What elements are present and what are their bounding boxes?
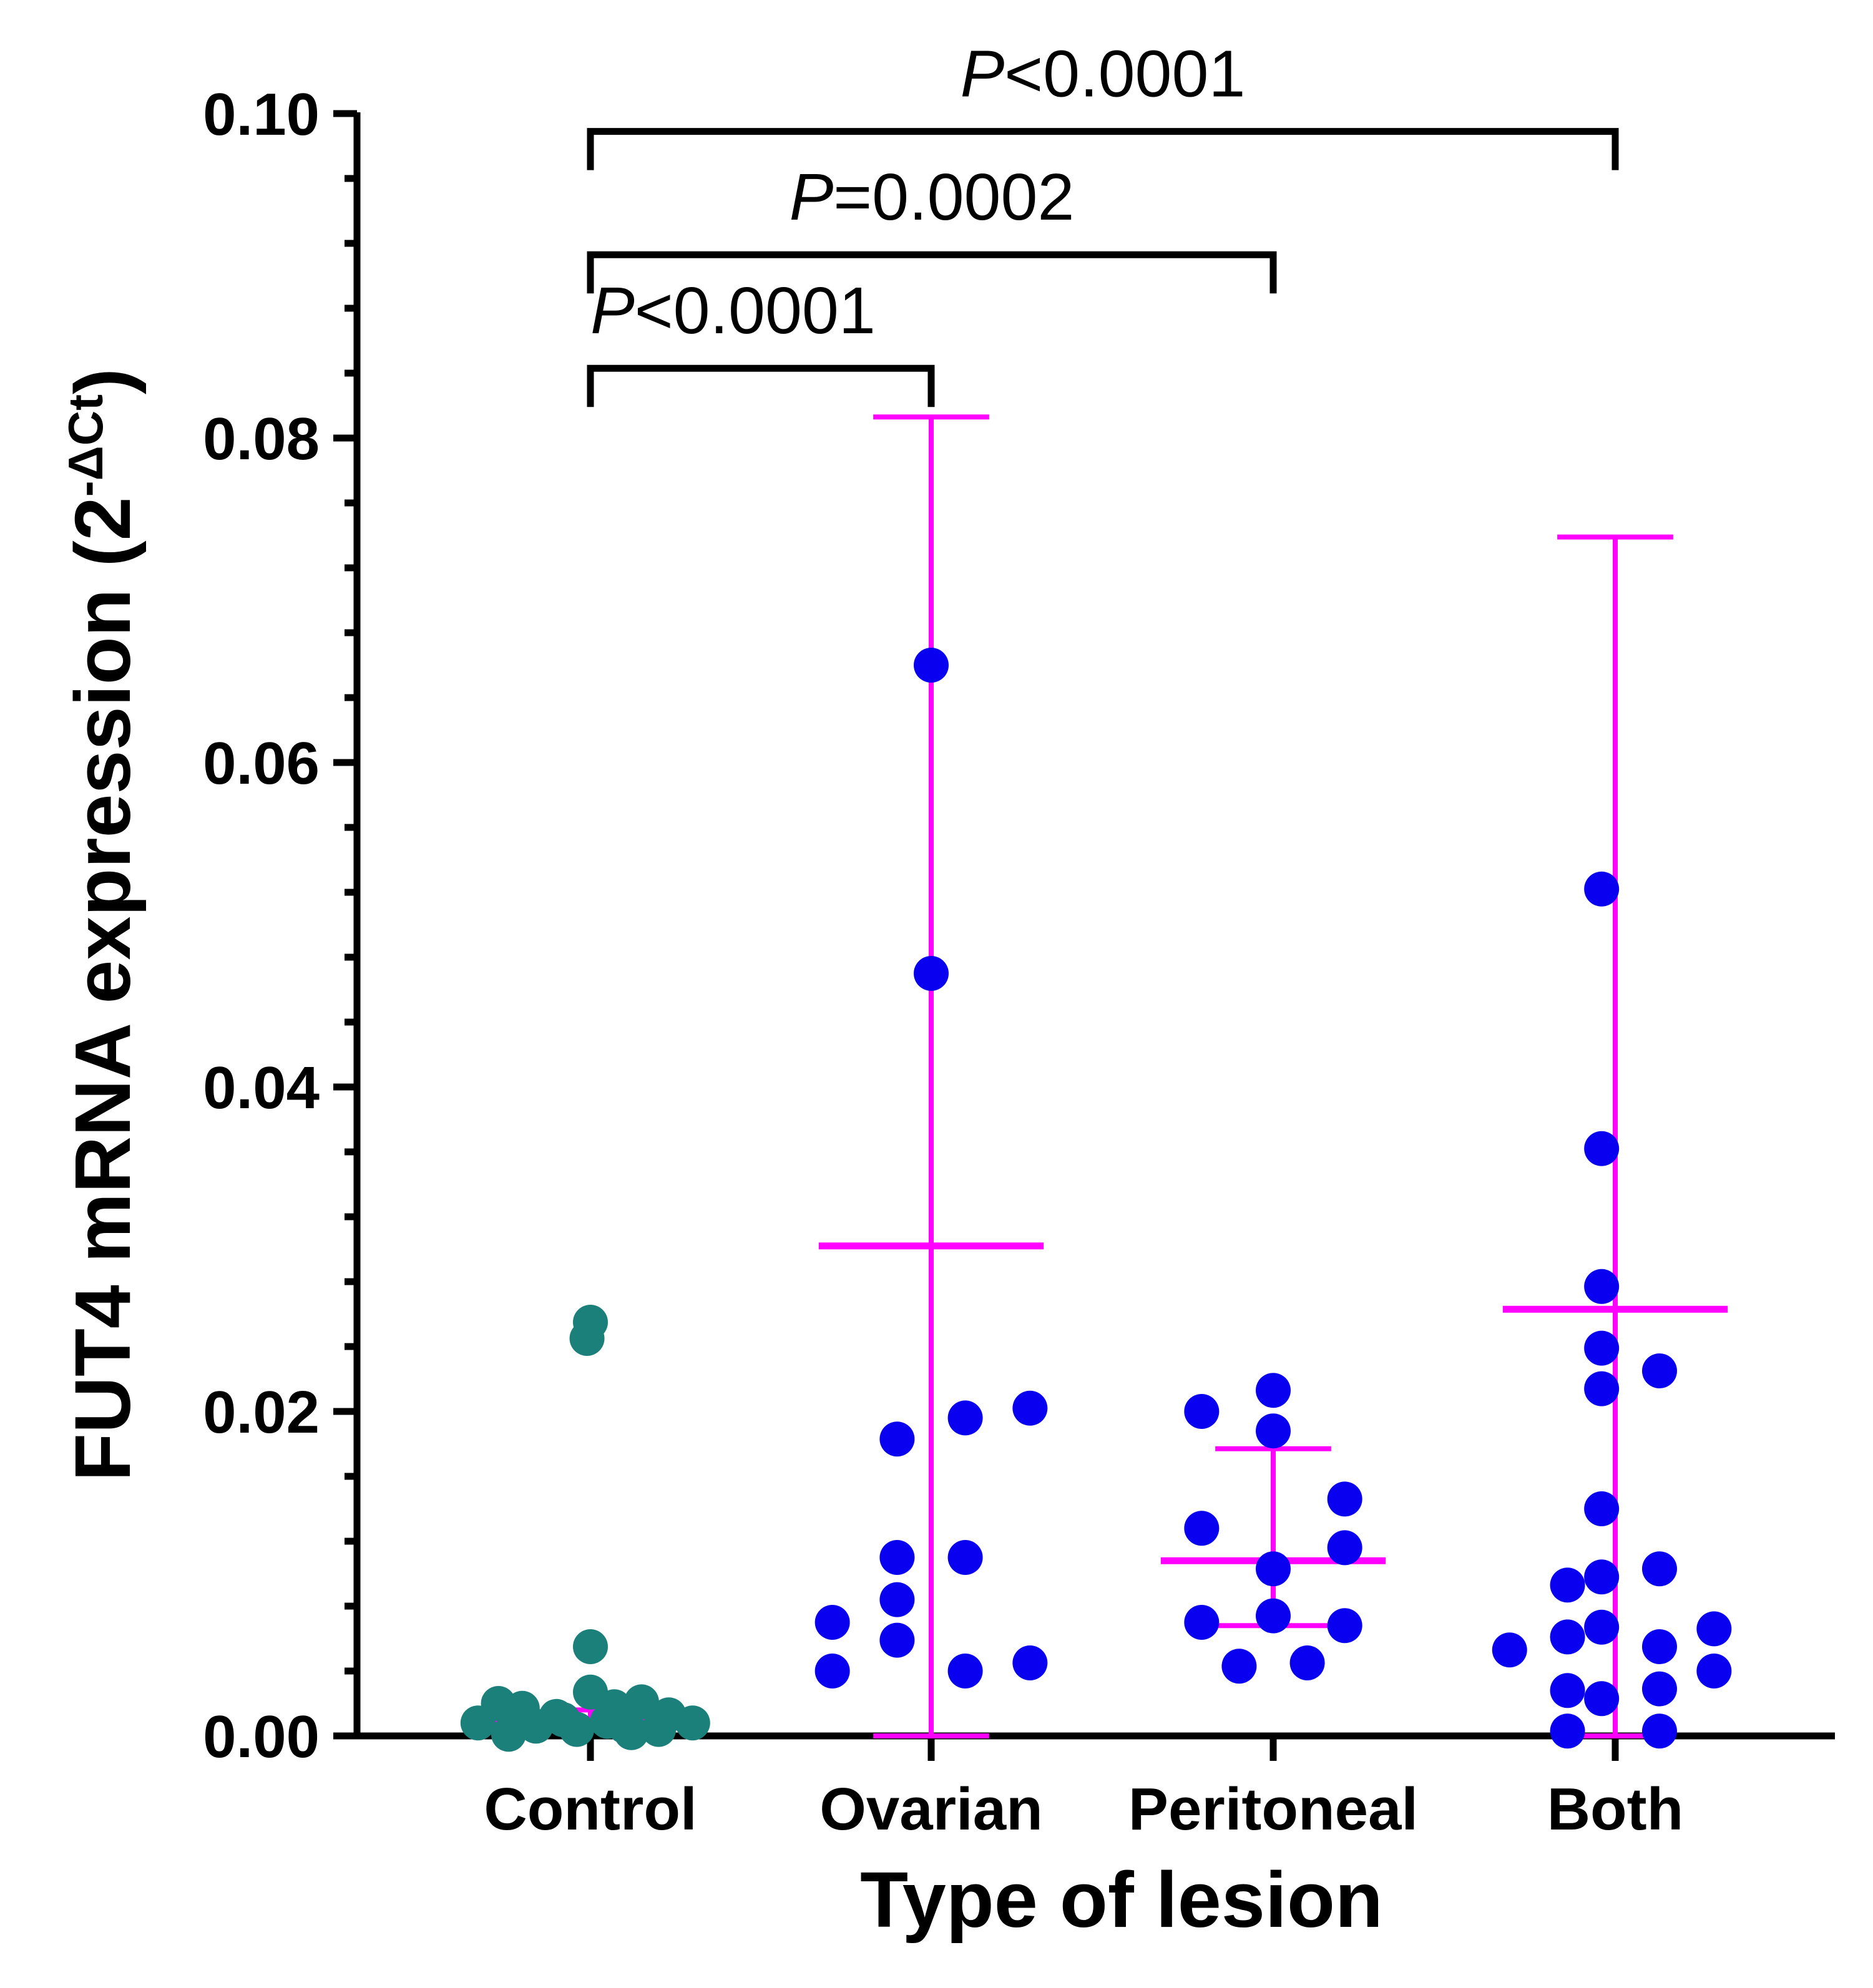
- p-value-text: <0.0001: [1004, 37, 1245, 111]
- data-point-peritoneal: [1256, 1373, 1291, 1408]
- data-point-ovarian: [947, 1540, 983, 1575]
- data-point-both: [1584, 1681, 1620, 1717]
- data-point-peritoneal: [1256, 1598, 1291, 1634]
- data-point-peritoneal: [1184, 1511, 1220, 1546]
- data-point-control: [573, 1629, 608, 1664]
- data-point-peritoneal: [1184, 1605, 1220, 1640]
- y-axis-title: FUT4 mRNA expression (2-ΔCt): [58, 368, 147, 1481]
- data-point-peritoneal: [1256, 1551, 1291, 1587]
- data-point-peritoneal: [1327, 1608, 1362, 1644]
- p-value-label: P=0.0002: [790, 160, 1075, 234]
- x-axis: Control Ovarian Peritoneal Both: [353, 1732, 1835, 1843]
- data-point-ovarian: [947, 1400, 983, 1436]
- significance-bracket: [587, 251, 1277, 294]
- data-point-ovarian: [1012, 1645, 1048, 1680]
- data-point-control: [460, 1705, 496, 1741]
- data-point-both: [1584, 1559, 1620, 1595]
- y-axis-title-close: ): [59, 368, 147, 394]
- data-point-ovarian: [1012, 1390, 1048, 1426]
- significance-bracket: [587, 364, 935, 407]
- data-point-control: [569, 1321, 605, 1356]
- data-point-peritoneal: [1256, 1413, 1291, 1449]
- data-point-both: [1584, 1491, 1620, 1526]
- y-axis-title-main: FUT4 mRNA expression: [59, 588, 147, 1481]
- data-point-both: [1696, 1654, 1732, 1688]
- y-tick-label: 0.04: [203, 1055, 320, 1121]
- data-point-both: [1641, 1629, 1677, 1664]
- data-point-both: [1584, 1609, 1620, 1645]
- data-point-both: [1584, 1269, 1620, 1304]
- data-point-peritoneal: [1327, 1481, 1362, 1517]
- data-point-ovarian: [914, 956, 949, 991]
- data-points: [460, 648, 1732, 1752]
- y-axis-title-superscript: -ΔCt: [58, 394, 113, 497]
- y-axis: 0.00 0.02 0.04 0.06 0.08 0.10: [203, 81, 361, 1770]
- data-point-both: [1550, 1619, 1585, 1655]
- x-tick-label: Both: [1547, 1776, 1684, 1843]
- data-point-both: [1584, 871, 1620, 907]
- p-value-label: P<0.0001: [590, 274, 876, 348]
- data-point-both: [1584, 1330, 1620, 1366]
- data-point-ovarian: [879, 1622, 915, 1658]
- data-point-ovarian: [879, 1540, 915, 1575]
- data-point-both: [1492, 1632, 1527, 1668]
- data-point-control: [590, 1703, 625, 1739]
- data-point-peritoneal: [1184, 1394, 1220, 1429]
- data-point-control: [641, 1712, 677, 1747]
- y-tick-label: 0.10: [203, 81, 320, 148]
- data-point-ovarian: [814, 1605, 850, 1640]
- data-point-ovarian: [947, 1654, 983, 1688]
- data-point-peritoneal: [1289, 1645, 1325, 1680]
- x-axis-title: Type of lesion: [860, 1856, 1383, 1944]
- summary-bars: [481, 414, 1728, 1738]
- data-point-both: [1584, 1371, 1620, 1406]
- data-point-control: [624, 1684, 659, 1720]
- data-point-both: [1550, 1713, 1585, 1749]
- p-value-symbol: P: [590, 274, 635, 348]
- data-point-ovarian: [879, 1421, 915, 1457]
- y-axis-title-unit: (2: [59, 497, 147, 567]
- data-point-control: [545, 1702, 581, 1737]
- data-point-both: [1641, 1713, 1677, 1749]
- data-point-control: [518, 1708, 554, 1744]
- significance-bracket: [587, 128, 1619, 170]
- data-point-both: [1641, 1551, 1677, 1587]
- x-tick-label: Ovarian: [819, 1776, 1043, 1843]
- x-tick-label: Control: [484, 1776, 697, 1843]
- data-point-both: [1696, 1611, 1732, 1647]
- y-tick-label: 0.06: [203, 730, 320, 797]
- y-tick-label: 0.02: [203, 1379, 320, 1446]
- p-value-text: <0.0001: [635, 274, 876, 348]
- p-value-symbol: P: [961, 37, 1005, 111]
- data-point-both: [1641, 1353, 1677, 1388]
- data-point-ovarian: [814, 1654, 850, 1688]
- data-point-ovarian: [879, 1582, 915, 1617]
- data-point-both: [1641, 1671, 1677, 1707]
- data-point-both: [1550, 1673, 1585, 1708]
- data-point-ovarian: [914, 648, 949, 683]
- data-point-control: [675, 1705, 710, 1741]
- y-tick-label: 0.08: [203, 406, 320, 472]
- p-value-label: P<0.0001: [961, 37, 1246, 111]
- x-tick-label: Peritoneal: [1128, 1776, 1418, 1843]
- data-point-peritoneal: [1327, 1530, 1362, 1566]
- y-axis-title-space: [59, 567, 147, 588]
- data-point-peritoneal: [1221, 1649, 1257, 1684]
- data-point-both: [1550, 1567, 1585, 1603]
- y-tick-label: 0.00: [203, 1703, 320, 1770]
- data-point-both: [1584, 1131, 1620, 1166]
- p-value-symbol: P: [790, 160, 834, 234]
- p-value-text: =0.0002: [833, 160, 1074, 234]
- data-point-control: [491, 1717, 526, 1752]
